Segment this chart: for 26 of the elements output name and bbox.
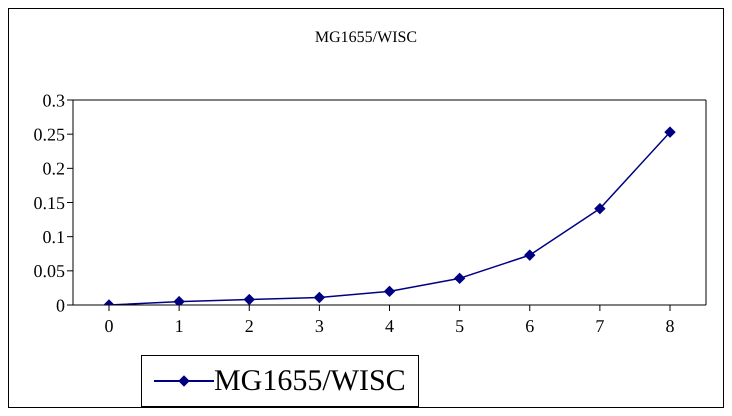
y-tick-label: 0.05 bbox=[34, 261, 65, 282]
x-tick-label: 1 bbox=[174, 316, 184, 336]
y-tick-label: 0.1 bbox=[42, 227, 65, 248]
y-tick-label: 0.25 bbox=[34, 124, 65, 145]
x-tick-label: 0 bbox=[104, 316, 114, 336]
y-tick-label: 0 bbox=[56, 295, 65, 316]
y-tick-label: 0.15 bbox=[34, 192, 65, 213]
legend-label: MG1655/WISC bbox=[214, 364, 406, 398]
x-tick-label: 3 bbox=[314, 316, 324, 336]
point bbox=[244, 294, 255, 305]
x-tick-label: 5 bbox=[455, 316, 464, 336]
point bbox=[384, 286, 395, 297]
point bbox=[174, 296, 185, 305]
x-tick-label: 4 bbox=[385, 316, 394, 336]
x-tick-label: 2 bbox=[244, 316, 254, 336]
point bbox=[454, 272, 466, 284]
chart-title: MG1655/WISC bbox=[314, 29, 418, 47]
y-tick-label: 0.2 bbox=[42, 158, 65, 179]
point bbox=[524, 250, 536, 261]
x-tick-label: 8 bbox=[666, 316, 674, 336]
y-tick-label: 0.3 bbox=[42, 90, 65, 110]
x-tick-label: 6 bbox=[525, 316, 534, 336]
point bbox=[664, 126, 676, 138]
point bbox=[314, 292, 325, 303]
point bbox=[594, 203, 606, 214]
x-tick-label: 7 bbox=[595, 316, 604, 336]
